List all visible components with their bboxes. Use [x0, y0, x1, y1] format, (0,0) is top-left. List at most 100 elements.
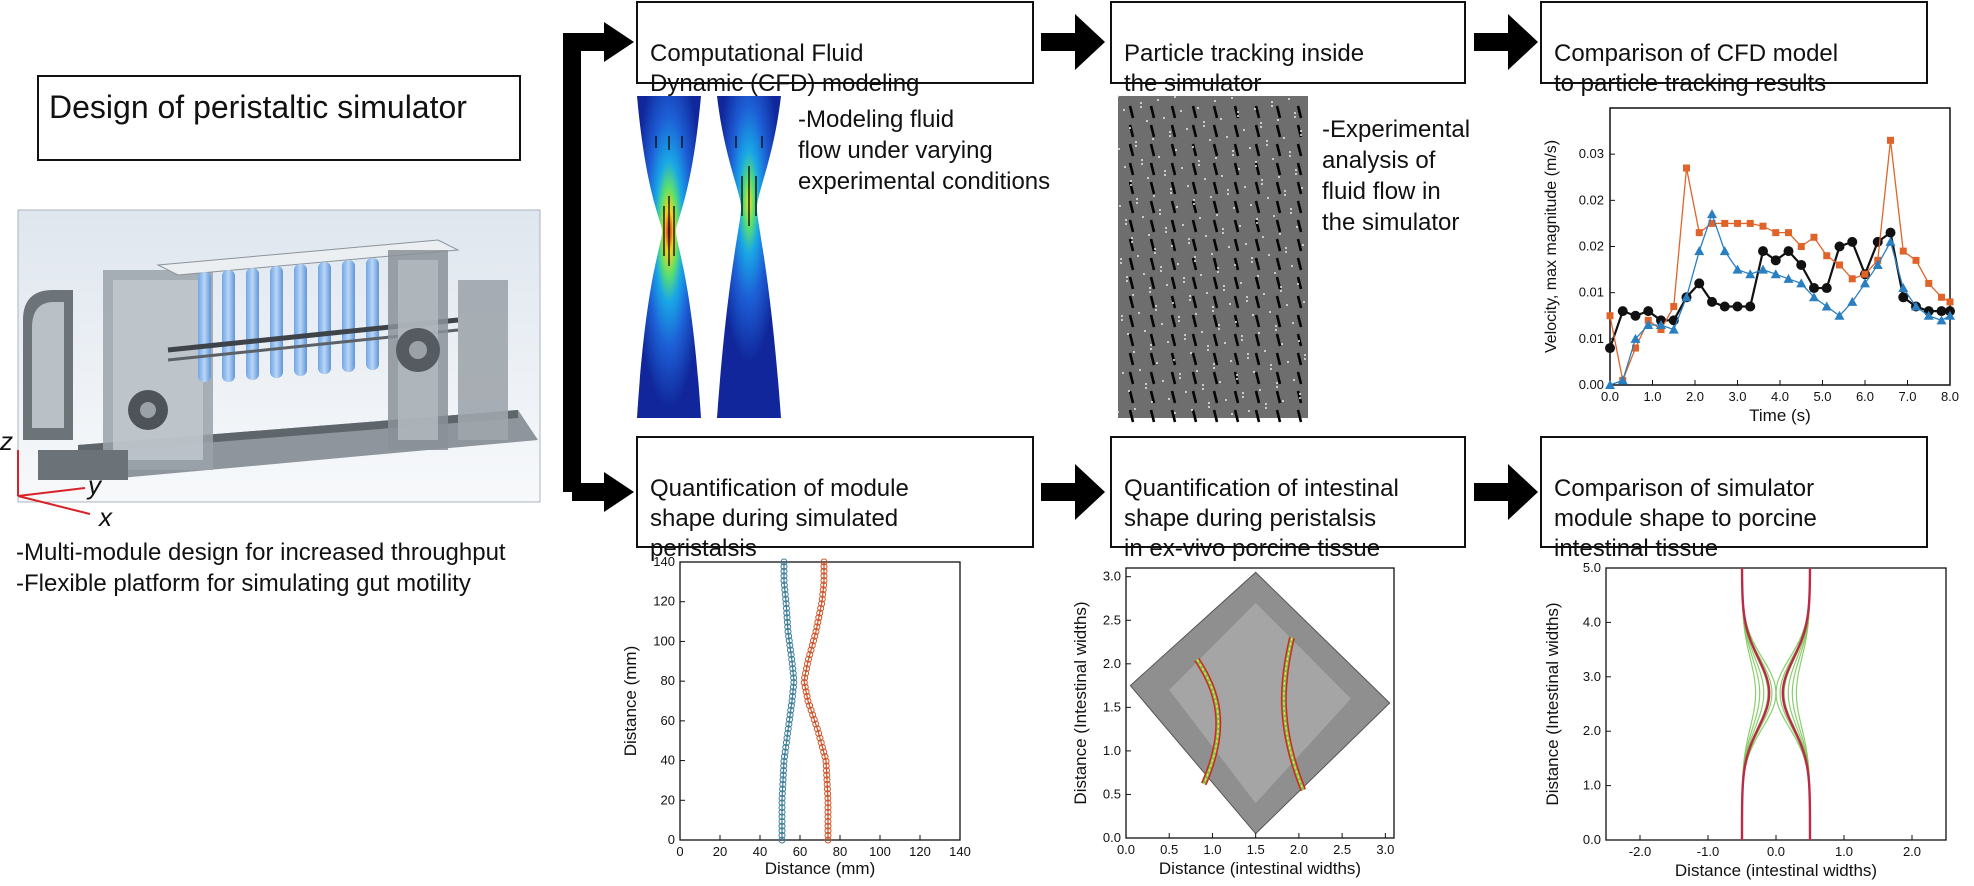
piv-particle [1154, 248, 1156, 250]
piv-particle [1232, 150, 1234, 152]
y-tick-label: 0.01 [1579, 331, 1604, 346]
piv-particle [1296, 226, 1298, 228]
piv-vector [1149, 181, 1156, 195]
y-tick-label: 0.02 [1579, 192, 1604, 207]
point-orange [824, 790, 832, 798]
piv-particle [1271, 101, 1273, 103]
point-teal [781, 753, 789, 761]
piv-particle [1231, 413, 1233, 415]
point-orange [824, 822, 832, 830]
y-tick-label: 0.0 [1103, 830, 1121, 845]
piv-particle [1135, 141, 1137, 143]
point-teal [778, 804, 786, 812]
point-black [1617, 306, 1628, 317]
piv-vector [1170, 181, 1177, 195]
piv-particle [1149, 287, 1151, 289]
piv-particle [1144, 330, 1146, 332]
point-black [1770, 255, 1781, 266]
point-teal [783, 614, 791, 622]
x-axis-label: Time (s) [1749, 406, 1811, 425]
point-teal [779, 785, 787, 793]
piv-particle [1267, 197, 1269, 199]
x-tick-label: 20 [713, 844, 727, 859]
point-teal [782, 739, 790, 747]
point-orange [1938, 293, 1945, 301]
piv-particle [1220, 118, 1222, 120]
point-orange [1772, 229, 1780, 237]
piv-vector [1191, 162, 1198, 176]
module-shape-outline [1782, 567, 1811, 841]
point-teal [779, 776, 787, 784]
piv-particle [1286, 304, 1288, 306]
point-blue [1936, 315, 1947, 325]
piv-particle [1216, 214, 1218, 216]
point-orange [823, 776, 831, 784]
point-orange [817, 604, 825, 612]
piv-particle [1299, 397, 1301, 399]
x-tick-label: 7.0 [1898, 389, 1916, 404]
piv-particle [1209, 139, 1211, 141]
compare-tissue-title: Comparison of simulator module shape to … [1554, 475, 1817, 562]
piv-particle [1300, 134, 1302, 136]
x-axis-label: Distance (intestinal widths) [1159, 859, 1361, 878]
x-tick-label: 1.5 [1247, 842, 1265, 857]
piv-particle [1227, 193, 1229, 195]
piv-vector [1170, 238, 1177, 252]
tissue-edge-yellow [1283, 637, 1304, 791]
piv-particle [1179, 377, 1181, 379]
piv-particle [1235, 321, 1237, 323]
piv-particle [1121, 315, 1123, 317]
piv-vector [1128, 257, 1135, 271]
piv-particle [1281, 343, 1283, 345]
point-teal [784, 628, 792, 635]
piv-vector [1275, 238, 1282, 252]
piv-particle [1242, 396, 1244, 398]
piv-vector [1212, 333, 1219, 347]
point-black [1707, 296, 1717, 307]
piv-particle [1167, 341, 1169, 343]
x-tick-label: 5.0 [1813, 389, 1831, 404]
piv-vector [1191, 219, 1198, 233]
piv-particle [1142, 216, 1144, 218]
y-axis-label: Distance (Intestinal widths) [1543, 602, 1562, 805]
piv-particle [1249, 147, 1251, 149]
point-orange [807, 646, 815, 654]
x-tick-label: 2.0 [1290, 842, 1308, 857]
velocity-chart: 0.0 1.0 2.0 3.0 4.0 5.0 6.0 7.0 8.0 0.00 0.01 0.01 0… [1543, 107, 1959, 425]
piv-vector [1296, 162, 1303, 176]
piv-particle [1301, 187, 1303, 189]
piv-particle [1139, 369, 1141, 371]
point-orange [812, 720, 820, 728]
particle-title-box: Particle tracking inside the simulator [1110, 1, 1466, 97]
piv-vector [1212, 314, 1219, 328]
piv-vector [1296, 238, 1303, 252]
point-teal [784, 729, 792, 737]
series-line-orange [1609, 140, 1951, 383]
piv-particle [1261, 179, 1263, 181]
piv-particle [1131, 241, 1133, 243]
piv-particle [1146, 120, 1148, 122]
point-teal [778, 813, 786, 821]
piv-particle [1154, 252, 1156, 254]
point-orange [1606, 312, 1614, 320]
piv-vector [1233, 390, 1240, 404]
piv-particle [1279, 233, 1281, 235]
piv-particle [1206, 292, 1208, 294]
point-teal [781, 590, 789, 598]
piv-particle [1280, 290, 1282, 292]
point-teal [780, 558, 788, 566]
piv-vector [1296, 276, 1303, 290]
point-teal [779, 780, 787, 788]
piv-particle [1117, 95, 1119, 97]
cfd-title-box: Computational Fluid Dynamic (CFD) modeli… [636, 1, 1034, 97]
piv-vector [1149, 143, 1156, 157]
y-tick-label: 2.0 [1103, 656, 1121, 671]
branch-arrow [563, 22, 634, 512]
piv-vector [1233, 276, 1240, 290]
piv-particle [1285, 247, 1287, 249]
piv-vector [1233, 200, 1240, 214]
piv-particle [1166, 284, 1168, 286]
piv-particle [1262, 236, 1264, 238]
piv-particle [1186, 128, 1188, 130]
piv-particle [1168, 398, 1170, 400]
